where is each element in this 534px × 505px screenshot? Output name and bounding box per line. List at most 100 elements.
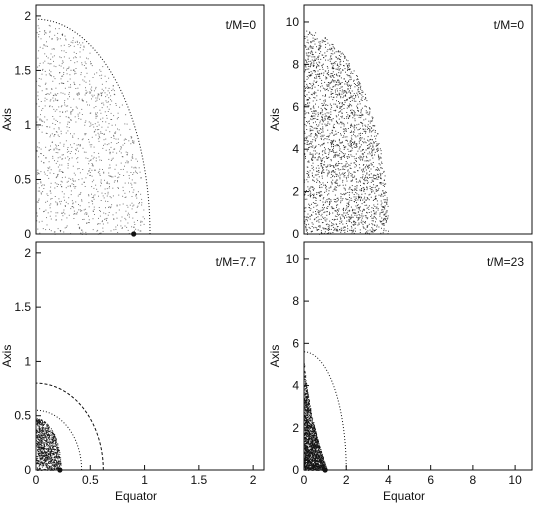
- particle-point: [317, 157, 319, 159]
- particle-point: [316, 65, 318, 67]
- particle-point: [76, 107, 78, 109]
- particle-point: [51, 438, 53, 440]
- particle-point: [37, 116, 39, 118]
- particle-point: [332, 212, 334, 214]
- particle-point: [45, 427, 47, 429]
- particle-point: [50, 434, 52, 436]
- particle-point: [67, 98, 69, 100]
- particle-point: [65, 116, 67, 118]
- particle-point: [305, 87, 307, 89]
- particle-point: [338, 83, 340, 85]
- particle-point: [55, 441, 57, 443]
- particle-point: [348, 91, 350, 93]
- particle-point: [340, 77, 342, 79]
- particle-point: [44, 454, 46, 456]
- particle-point: [50, 467, 52, 469]
- particle-point: [108, 206, 110, 208]
- particle-point: [321, 173, 323, 174]
- particle-point: [42, 439, 44, 441]
- particle-point: [86, 214, 88, 215]
- particle-point: [306, 76, 308, 77]
- particle-point: [374, 196, 376, 198]
- particle-point: [315, 103, 316, 105]
- particle-point: [348, 106, 350, 108]
- particle-point: [107, 201, 109, 202]
- particle-point: [40, 423, 42, 425]
- particle-point: [324, 55, 326, 57]
- particle-point: [327, 148, 329, 150]
- particle-point: [340, 197, 342, 199]
- particle-point: [143, 223, 145, 225]
- particle-point: [46, 224, 48, 226]
- particle-point: [140, 224, 142, 226]
- particle-point: [49, 447, 51, 449]
- particle-point: [353, 189, 355, 191]
- particle-point: [318, 47, 320, 49]
- particle-point: [321, 134, 323, 136]
- particle-point: [329, 213, 331, 214]
- particle-point: [359, 146, 361, 148]
- particle-point: [327, 142, 329, 144]
- particle-point: [139, 202, 140, 203]
- particle-point: [310, 42, 312, 44]
- particle-point: [362, 114, 364, 116]
- particle-point: [38, 462, 40, 464]
- particle-point: [49, 136, 51, 138]
- particle-point: [323, 172, 325, 174]
- particle-point: [346, 107, 348, 109]
- particle-point: [330, 81, 332, 83]
- particle-point: [97, 223, 98, 225]
- particle-point: [108, 149, 110, 151]
- particle-point: [317, 180, 319, 182]
- particle-point: [68, 197, 70, 199]
- particle-point: [84, 76, 86, 78]
- particle-point: [330, 113, 332, 115]
- particle-point: [358, 222, 360, 224]
- particle-point: [64, 102, 65, 104]
- particle-point: [339, 90, 341, 92]
- particle-point: [70, 41, 72, 43]
- particle-point: [304, 105, 306, 107]
- particle-point: [375, 135, 377, 137]
- particle-point: [50, 211, 52, 213]
- particle-point: [317, 468, 319, 470]
- particle-point: [329, 164, 331, 166]
- particle-point: [49, 215, 51, 217]
- particle-point: [340, 196, 342, 198]
- particle-point: [64, 93, 66, 95]
- particle-point: [326, 233, 328, 234]
- particle-point: [369, 143, 371, 145]
- particle-point: [92, 164, 94, 166]
- particle-point: [320, 215, 322, 217]
- particle-point: [361, 113, 363, 115]
- particle-point: [367, 124, 369, 126]
- particle-point: [37, 201, 39, 203]
- particle-point: [111, 158, 113, 160]
- particle-point: [332, 46, 334, 48]
- particle-point: [91, 169, 93, 171]
- particle-point: [360, 132, 361, 134]
- particle-point: [321, 131, 323, 133]
- particle-point: [325, 187, 326, 189]
- particle-point: [78, 204, 79, 205]
- particle-point: [68, 86, 70, 88]
- particle-point: [308, 174, 310, 176]
- particle-point: [363, 198, 365, 200]
- particle-point: [324, 88, 326, 90]
- particle-point: [50, 53, 52, 55]
- particle-point: [70, 111, 72, 113]
- particle-point: [330, 142, 332, 144]
- y-tick-label: 0: [24, 227, 31, 241]
- particle-point: [347, 170, 349, 172]
- particle-point: [47, 465, 49, 467]
- particle-point: [323, 164, 325, 166]
- particle-point: [55, 454, 57, 456]
- particle-point: [312, 438, 314, 440]
- particle-point: [67, 80, 69, 82]
- particle-point: [348, 201, 350, 203]
- particle-point: [73, 133, 75, 135]
- particle-point: [317, 204, 319, 206]
- particle-point: [58, 127, 60, 129]
- particle-point: [328, 232, 330, 234]
- particle-point: [54, 231, 56, 233]
